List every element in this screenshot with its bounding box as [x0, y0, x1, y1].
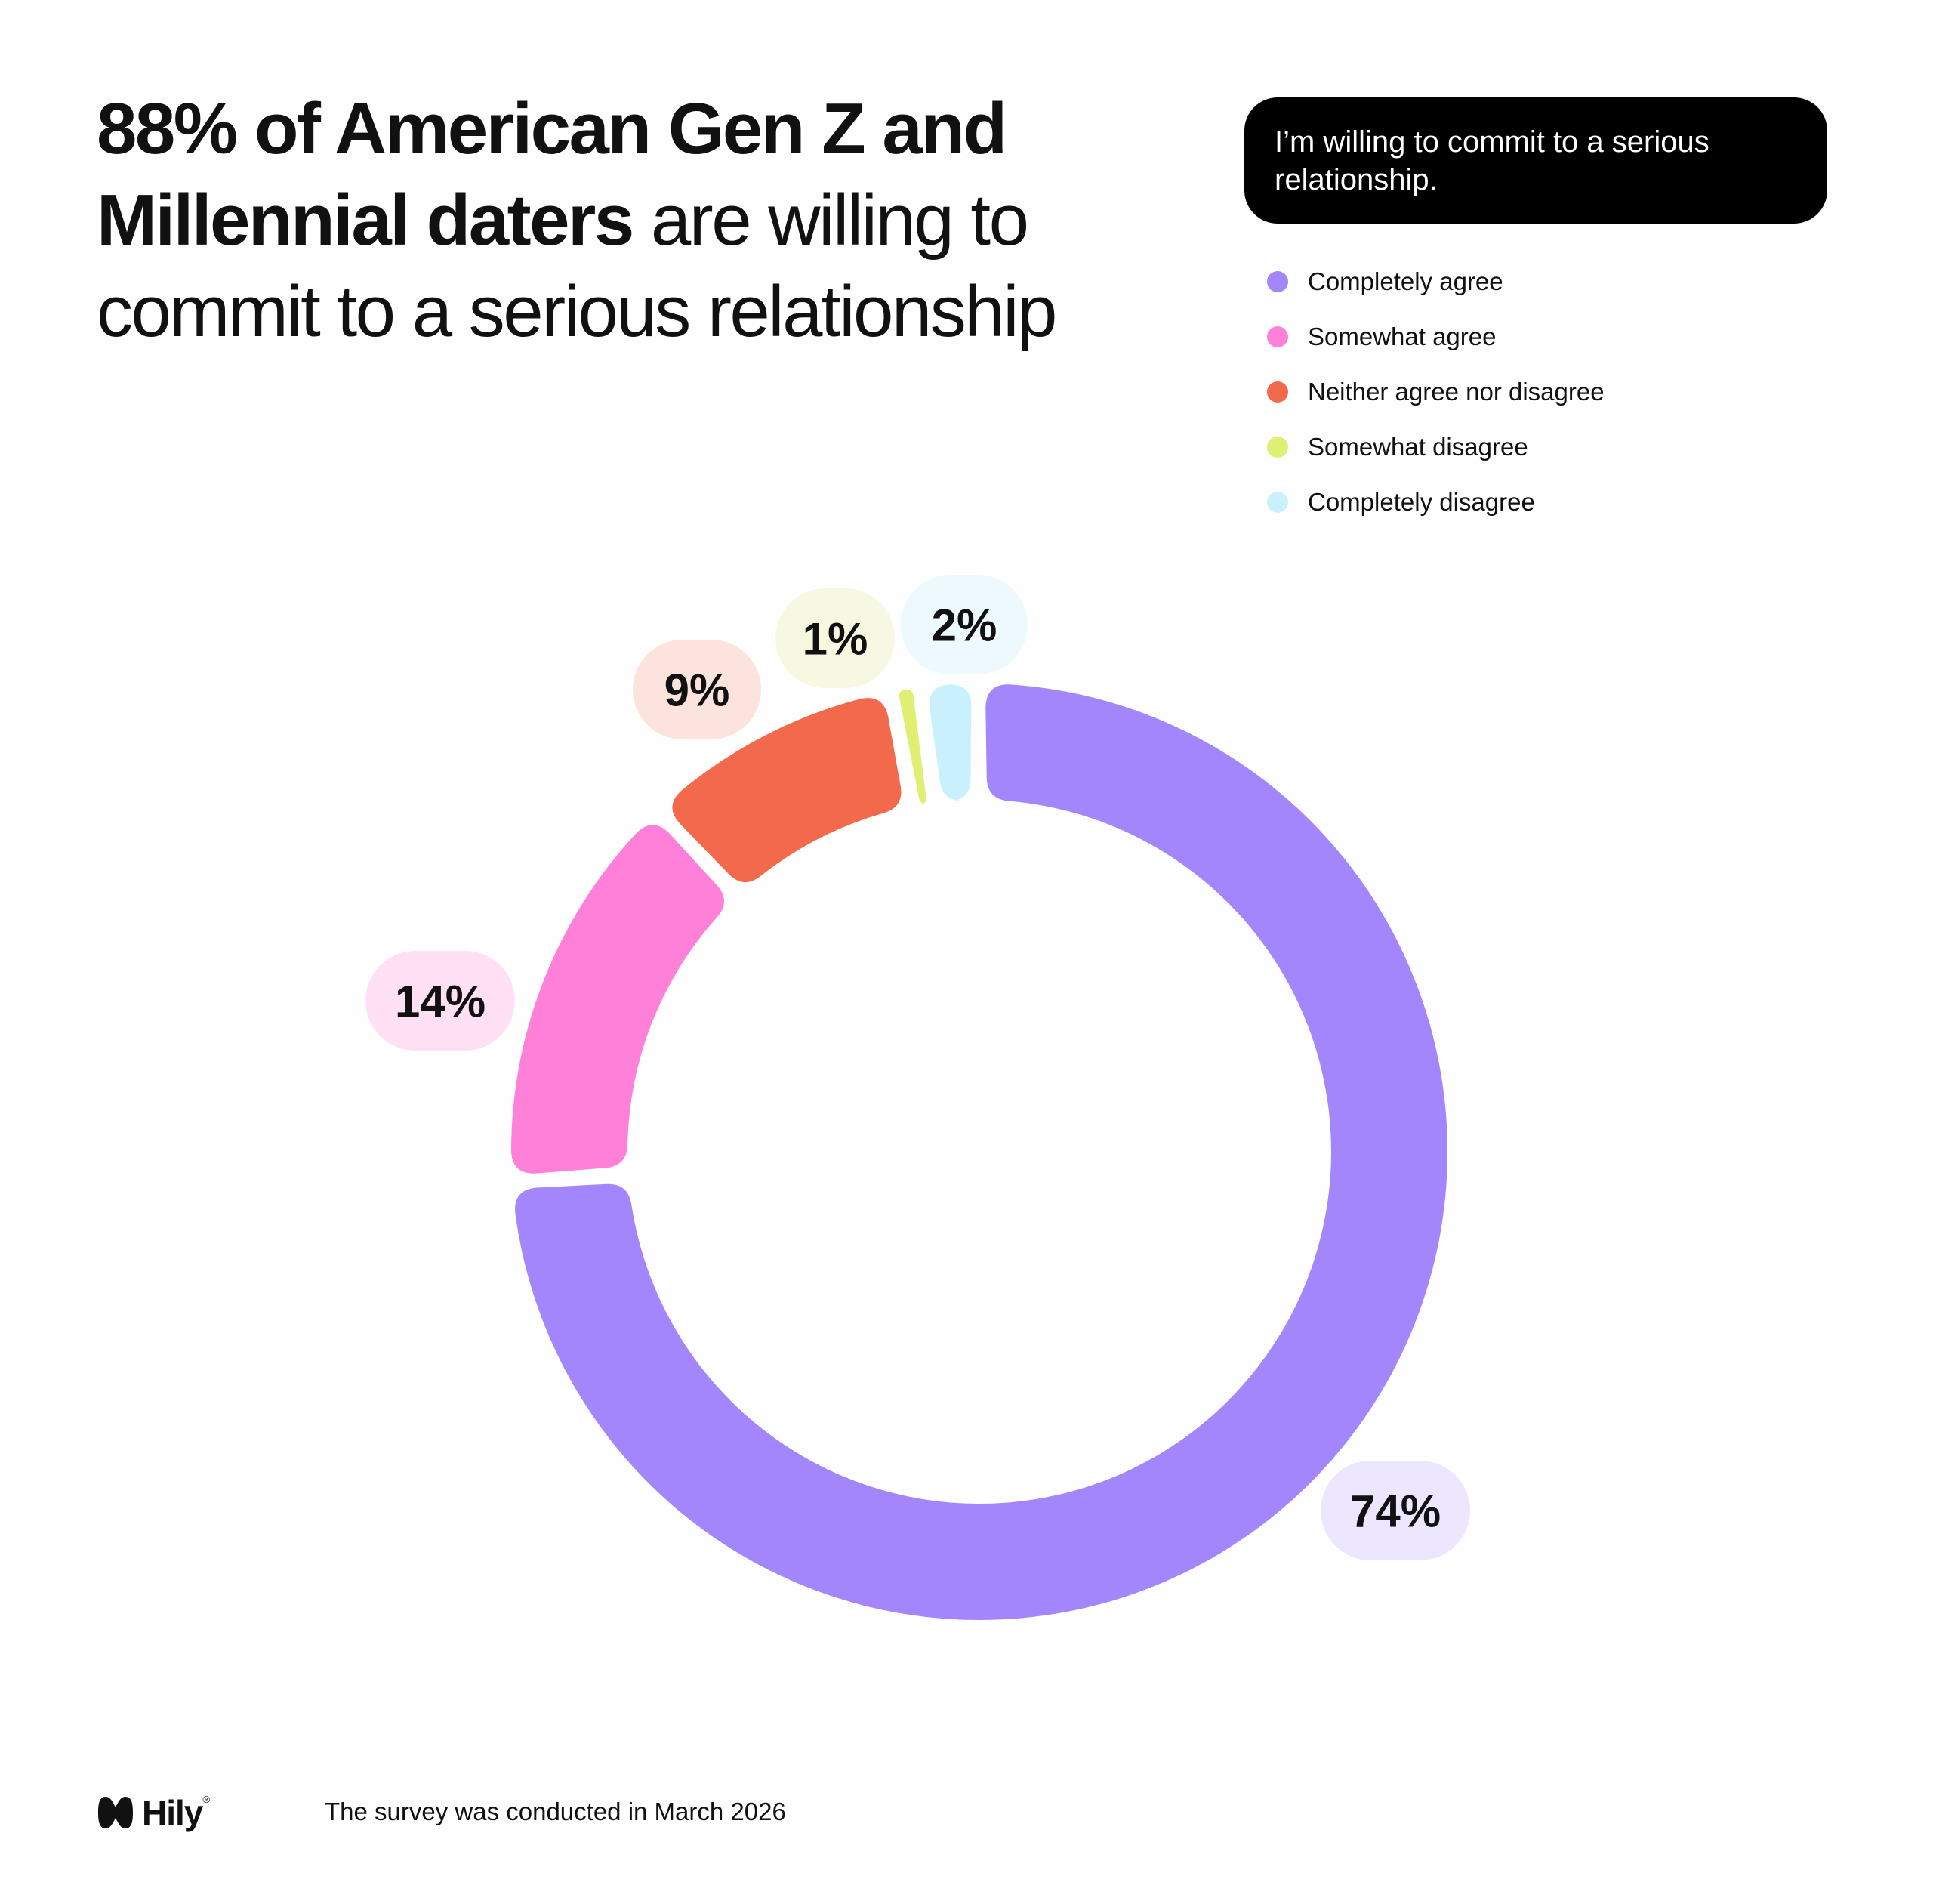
headline: 88% of American Gen Z and Millennial dat… — [97, 83, 1169, 357]
legend-dot — [1267, 381, 1288, 403]
slice-label-neither-agree-nor-disagree: 9% — [633, 640, 761, 739]
slice-completely-disagree — [929, 684, 972, 801]
slice-label-text: 9% — [664, 665, 730, 716]
legend-label: Somewhat disagree — [1308, 432, 1528, 461]
legend-dot — [1267, 491, 1288, 513]
legend-dot — [1267, 270, 1288, 292]
hily-logo-icon — [98, 1797, 133, 1828]
footer: Hily ® — [97, 1790, 210, 1835]
slice-label-pill — [1321, 1461, 1470, 1560]
slice-somewhat-disagree — [899, 689, 927, 805]
slice-label-completely-agree: 74% — [1321, 1461, 1470, 1560]
legend-item: Somewhat agree — [1267, 309, 1605, 364]
headline-rest: are willing to commit to a serious relat… — [97, 180, 1057, 352]
slice-neither-agree-nor-disagree — [672, 698, 902, 883]
legend: Completely agree Somewhat agree Neither … — [1267, 254, 1605, 529]
legend-label: Somewhat agree — [1308, 322, 1497, 350]
slice-label-completely-disagree: 2% — [901, 575, 1028, 674]
slice-label-somewhat-disagree: 1% — [775, 588, 895, 688]
legend-label: Completely agree — [1308, 267, 1503, 295]
slice-label-text: 14% — [395, 977, 486, 1027]
question-box: I’m willing to commit to a serious relat… — [1244, 97, 1827, 224]
legend-item: Completely agree — [1267, 254, 1605, 309]
logo-registered: ® — [202, 1794, 210, 1805]
logo-wordmark: Hily — [142, 1793, 203, 1832]
slice-label-text: 74% — [1350, 1486, 1441, 1537]
legend-label: Neither agree nor disagree — [1308, 377, 1605, 406]
slice-label-pill — [633, 640, 761, 739]
slice-label-pill — [775, 588, 895, 688]
legend-dot — [1267, 436, 1288, 458]
legend-item: Neither agree nor disagree — [1267, 364, 1605, 419]
hily-logo: Hily ® — [97, 1792, 210, 1833]
slice-completely-agree — [515, 684, 1447, 1621]
slice-somewhat-agree — [511, 825, 725, 1174]
legend-item: Somewhat disagree — [1267, 419, 1605, 474]
question-text: I’m willing to commit to a serious relat… — [1275, 125, 1709, 196]
slice-label-pill — [365, 951, 515, 1051]
headline-strong: 88% of American Gen Z and Millennial dat… — [97, 88, 1007, 261]
slice-label-text: 2% — [932, 600, 997, 651]
slice-label-text: 1% — [803, 614, 868, 665]
slice-label-somewhat-agree: 14% — [365, 951, 515, 1051]
legend-label: Completely disagree — [1308, 487, 1535, 516]
slice-label-pill — [901, 575, 1028, 674]
legend-dot — [1267, 326, 1288, 347]
legend-item: Completely disagree — [1267, 474, 1605, 529]
survey-footnote: The survey was conducted in March 2026 — [325, 1798, 786, 1825]
